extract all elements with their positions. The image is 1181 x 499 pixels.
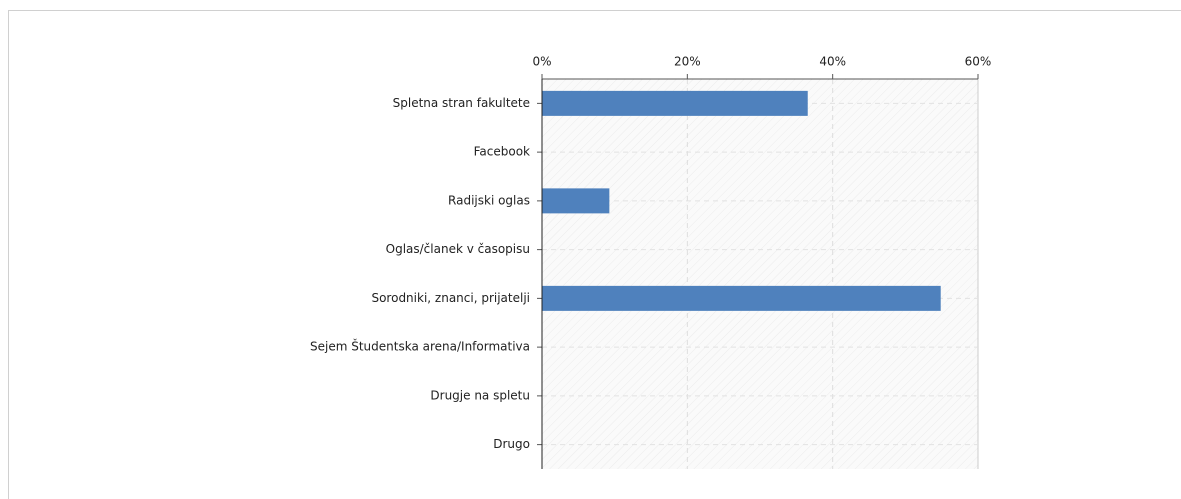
x-tick-label: 20% [674, 55, 701, 69]
x-tick-label: 40% [819, 55, 846, 69]
y-tick-label: Spletna stran fakultete [393, 96, 530, 110]
bar [541, 285, 941, 311]
y-tick-label: Oglas/članek v časopisu [386, 242, 530, 256]
y-tick-label: Radijski oglas [448, 193, 530, 207]
plot-area [542, 79, 978, 469]
x-tick-label: 0% [532, 55, 551, 69]
y-tick-label: Drugje na spletu [430, 388, 530, 402]
y-tick-label: Sejem Študentska arena/Informativa [310, 339, 530, 354]
y-tick-label: Sorodniki, znanci, prijatelji [371, 291, 530, 305]
bar [541, 188, 610, 214]
y-tick-label: Drugo [493, 437, 530, 451]
frame [8, 10, 1181, 499]
x-tick-label: 60% [965, 55, 992, 69]
bar [541, 90, 808, 116]
y-tick-label: Facebook [474, 145, 530, 159]
